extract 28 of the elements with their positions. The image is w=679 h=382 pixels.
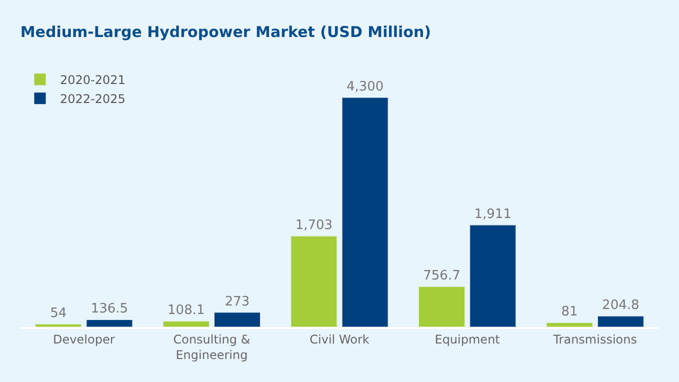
bar: [214, 312, 261, 327]
x-tick-label: Equipment: [434, 332, 500, 346]
data-label: 756.7: [423, 268, 460, 284]
data-label: 136.5: [90, 302, 128, 317]
x-tick-label: Developer: [53, 332, 115, 346]
bar: [470, 224, 516, 327]
data-label: 4,300: [346, 80, 384, 95]
bar: [342, 97, 388, 327]
legend-label: 2022-2025: [60, 92, 126, 106]
chart-title: Medium-Large Hydropower Market (USD Million): [20, 23, 431, 42]
data-label: 273: [224, 294, 250, 310]
data-label: 54: [50, 306, 67, 322]
bar: [546, 322, 593, 327]
x-tick-label: Civil Work: [310, 332, 370, 346]
data-label: 204.8: [602, 298, 640, 314]
data-label: 108.1: [168, 303, 205, 318]
data-label: 1,911: [474, 207, 512, 222]
bar: [597, 316, 644, 327]
x-tick-label: Transmissions: [552, 332, 637, 346]
bar: [35, 324, 82, 327]
bar: [86, 319, 133, 327]
bar: [418, 286, 465, 327]
bar: [162, 320, 210, 327]
data-label: 1,703: [295, 218, 333, 234]
bar: [290, 236, 338, 327]
data-label: 81: [561, 304, 578, 320]
x-tick-label: Consulting & Engineering: [173, 332, 250, 362]
legend-label: 2020-2021: [60, 73, 126, 88]
